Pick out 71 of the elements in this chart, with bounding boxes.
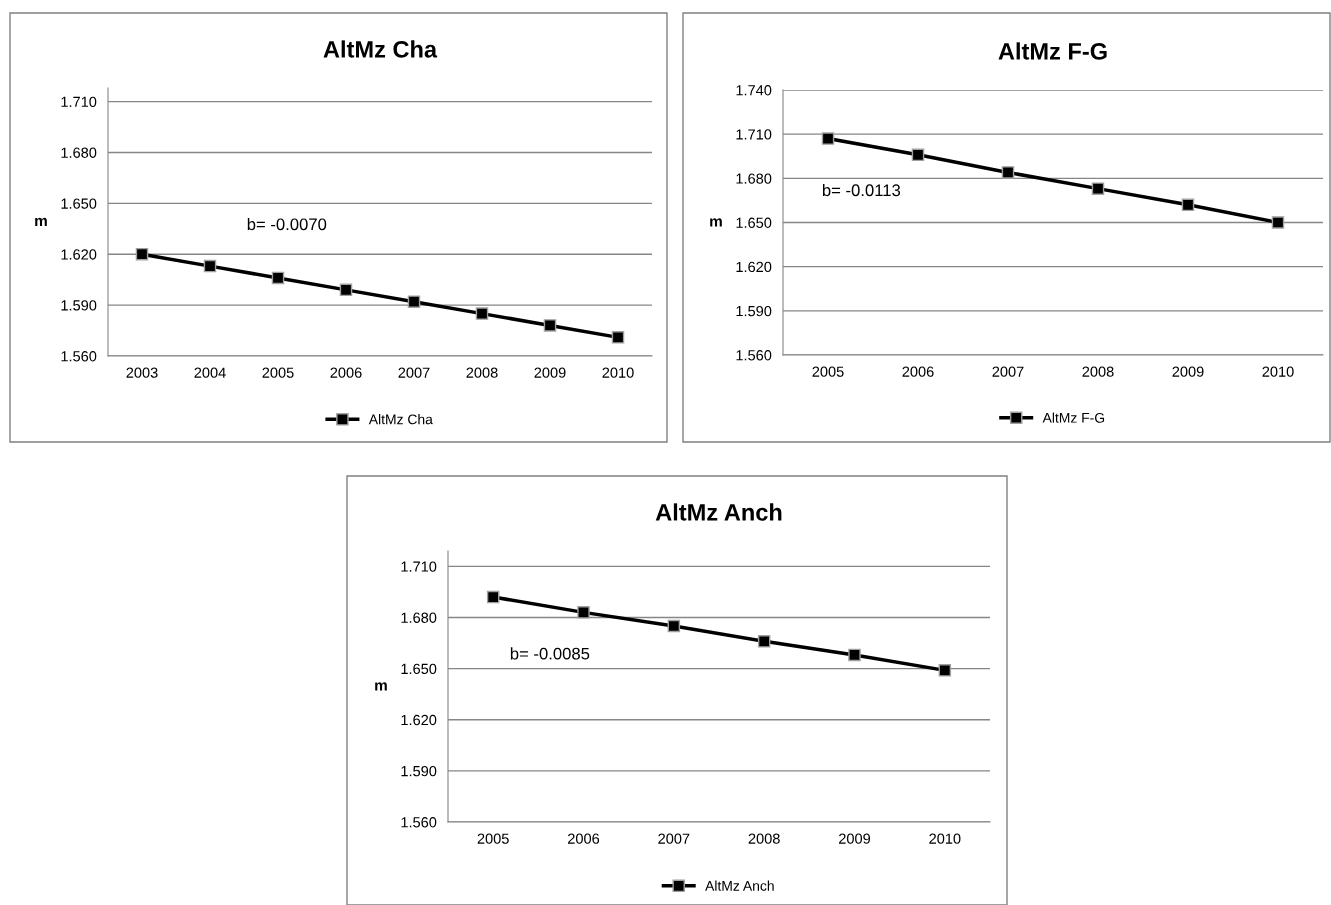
x-tick-label: 2005	[812, 366, 844, 377]
y-tick-label: 1.560	[61, 351, 97, 362]
point	[203, 259, 217, 273]
y-tick-label: 1.680	[61, 147, 97, 158]
x-tick-label: 2006	[902, 366, 934, 377]
y-tick-label: 1.680	[401, 612, 437, 623]
legend-label: AltMz Anch	[705, 880, 774, 891]
x-tick-label: 2007	[398, 367, 430, 378]
y-tick-label: 1.560	[736, 350, 772, 361]
chart-title: AltMz Anch	[655, 503, 782, 521]
y-tick-label: 1.650	[401, 663, 437, 675]
point	[911, 148, 925, 162]
legend-label: AltMz F-G	[1042, 412, 1105, 423]
x-tick-label: 2006	[330, 367, 362, 378]
y-tick-label: 1.710	[61, 96, 97, 107]
point	[577, 606, 590, 619]
y-tick-label: 1.560	[401, 817, 437, 828]
y-tick-label: 1.650	[61, 198, 97, 209]
point	[611, 331, 625, 344]
x-tick-label: 2009	[1172, 366, 1204, 377]
x-tick-label: 2010	[929, 833, 961, 844]
point	[543, 319, 557, 332]
x-tick-label: 2008	[748, 833, 780, 844]
y-tick-label: 1.590	[736, 305, 772, 317]
point	[821, 132, 835, 145]
point	[1181, 198, 1195, 212]
y-axis-title: m	[35, 217, 47, 226]
point	[407, 295, 421, 308]
point	[757, 635, 771, 648]
y-axis-title: m	[375, 682, 387, 691]
legend-label: AltMz Cha	[368, 414, 433, 425]
annotation: b= -0.0085	[510, 647, 590, 660]
x-tick-label: 2008	[466, 367, 498, 378]
y-tick-label: 1.680	[736, 173, 772, 184]
x-tick-label: 2003	[126, 367, 158, 378]
x-tick-label: 2009	[534, 367, 566, 378]
point	[848, 648, 861, 662]
x-tick-label: 2007	[992, 366, 1024, 377]
x-tick-label: 2006	[568, 833, 600, 844]
x-tick-label: 2008	[1082, 366, 1114, 377]
chart-title: AltMz Cha	[323, 40, 438, 58]
y-tick-label: 1.710	[401, 561, 437, 572]
annotation: b= -0.0113	[822, 183, 901, 197]
point	[271, 271, 285, 285]
point	[938, 664, 952, 677]
x-tick-label: 2005	[477, 833, 509, 844]
x-tick-label: 2010	[602, 367, 634, 378]
point	[135, 247, 149, 261]
point	[1001, 166, 1015, 179]
x-tick-label: 2009	[839, 833, 871, 844]
x-tick-label: 2010	[1262, 366, 1294, 377]
point	[475, 307, 489, 320]
y-tick-label: 1.620	[736, 261, 772, 273]
x-tick-label: 2004	[194, 367, 226, 378]
point	[1091, 182, 1105, 195]
y-tick-label: 1.590	[61, 300, 97, 311]
point	[339, 283, 353, 297]
point	[667, 619, 681, 633]
chart-title: AltMz F-G	[998, 42, 1107, 60]
y-tick-label: 1.620	[61, 249, 97, 260]
x-tick-label: 2005	[262, 367, 294, 378]
annotation: b= -0.0070	[247, 217, 327, 231]
y-tick-label: 1.590	[401, 765, 437, 777]
x-tick-label: 2007	[658, 833, 690, 844]
point	[1271, 216, 1285, 229]
y-tick-label: 1.650	[736, 217, 772, 228]
y-tick-label: 1.620	[401, 714, 437, 726]
y-axis-title: m	[710, 218, 722, 227]
point	[486, 590, 500, 604]
y-tick-label: 1.740	[736, 85, 772, 96]
y-tick-label: 1.710	[736, 129, 772, 140]
